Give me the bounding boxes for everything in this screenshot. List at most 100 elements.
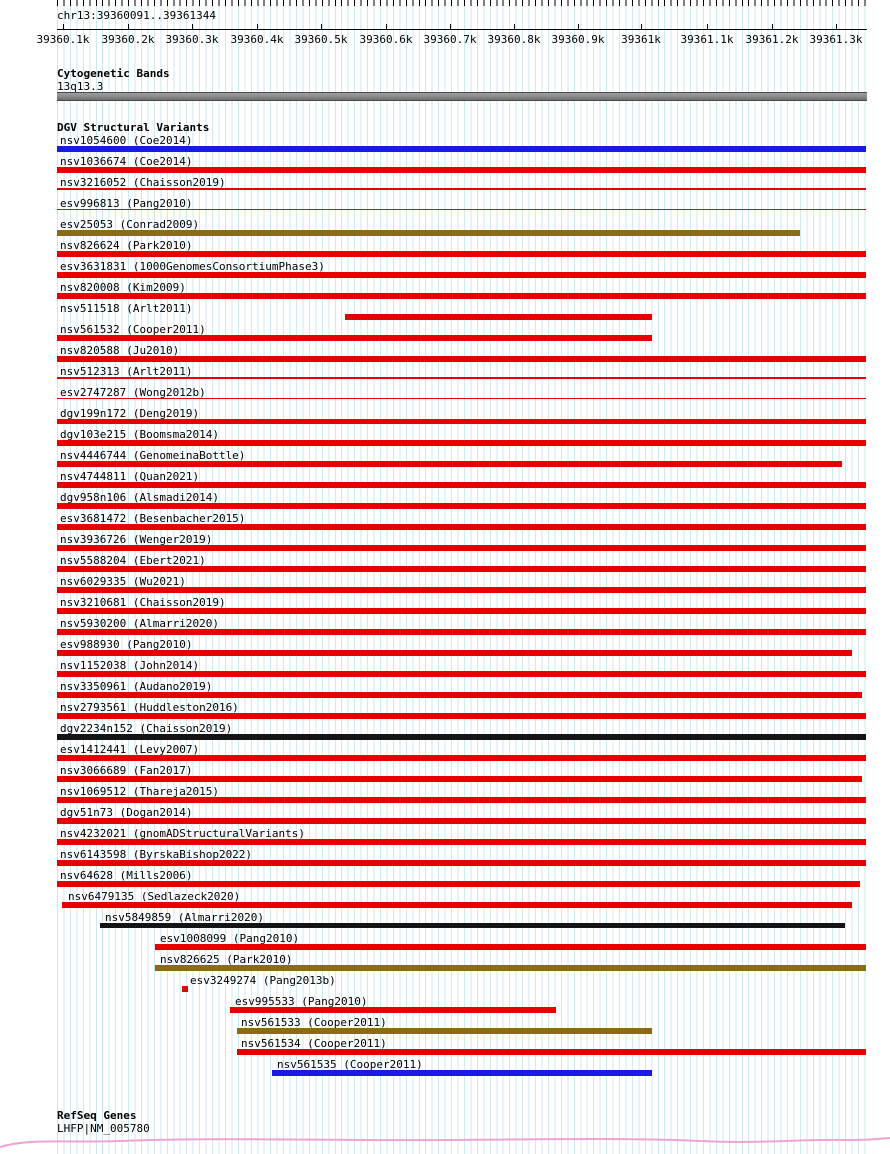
ruler-tick (772, 24, 773, 30)
variant-bar[interactable] (57, 503, 866, 509)
variant-bar[interactable] (57, 482, 866, 488)
variant-bar[interactable] (57, 545, 866, 551)
variant-bar[interactable] (57, 608, 866, 614)
variant-bar[interactable] (57, 272, 866, 278)
variant-track-row: esv25053 (Conrad2009) (0, 218, 890, 239)
variant-bar[interactable] (237, 1049, 866, 1055)
ruler-line[interactable] (57, 29, 867, 30)
variant-label: esv995533 (Pang2010) (235, 995, 368, 1008)
ruler-label: 39360.5k (294, 33, 348, 46)
variant-label: nsv561532 (Cooper2011) (60, 323, 206, 336)
variant-track-row: nsv5930200 (Almarri2020) (0, 617, 890, 638)
variant-bar[interactable] (57, 650, 852, 656)
variant-bar[interactable] (155, 944, 866, 950)
variant-bar[interactable] (57, 524, 866, 530)
variant-bar[interactable] (57, 629, 866, 635)
ruler-label: 39361.1k (680, 33, 734, 46)
ruler-label: 39360.7k (423, 33, 477, 46)
variant-track-row: esv2747287 (Wong2012b) (0, 386, 890, 407)
variant-track-row: nsv3066689 (Fan2017) (0, 764, 890, 785)
ruler-tick (321, 24, 322, 30)
ruler-tick (257, 24, 258, 30)
variant-bar[interactable] (62, 902, 852, 908)
variant-label: dgv199n172 (Deng2019) (60, 407, 200, 420)
variant-label: esv1008099 (Pang2010) (160, 932, 300, 945)
variant-bar[interactable] (57, 755, 866, 761)
variant-bar[interactable] (57, 713, 866, 719)
variant-bar[interactable] (57, 881, 860, 887)
ruler-tick (386, 24, 387, 30)
ruler-label: 39360.8k (487, 33, 541, 46)
variant-track-row: nsv3216052 (Chaisson2019) (0, 176, 890, 197)
variant-track-row: nsv511518 (Arlt2011) (0, 302, 890, 323)
variant-bar[interactable] (57, 776, 862, 782)
variant-bar[interactable] (57, 734, 866, 740)
variant-bar[interactable] (57, 188, 866, 190)
variant-bar[interactable] (57, 860, 866, 866)
ruler-tick (578, 24, 579, 30)
variant-bar[interactable] (57, 209, 866, 210)
variant-track-row: nsv820008 (Kim2009) (0, 281, 890, 302)
variant-track-row: esv995533 (Pang2010) (0, 995, 890, 1016)
variant-label: nsv6029335 (Wu2021) (60, 575, 186, 588)
variant-label: esv996813 (Pang2010) (60, 197, 193, 210)
variant-label: nsv820008 (Kim2009) (60, 281, 186, 294)
variant-bar[interactable] (57, 587, 866, 593)
variant-bar[interactable] (57, 818, 866, 824)
variant-bar[interactable] (272, 1070, 652, 1076)
variant-label: nsv5930200 (Almarri2020) (60, 617, 219, 630)
variant-bar[interactable] (57, 146, 866, 152)
ruler-label: 39360.9k (551, 33, 605, 46)
refseq-gene-glyph[interactable] (0, 1130, 890, 1154)
variant-bar[interactable] (155, 965, 866, 971)
variant-label: nsv820588 (Ju2010) (60, 344, 180, 357)
variant-track-row: dgv103e215 (Boomsma2014) (0, 428, 890, 449)
variant-track-row: nsv820588 (Ju2010) (0, 344, 890, 365)
top-ruler-ticks (57, 0, 867, 6)
variant-label: esv988930 (Pang2010) (60, 638, 193, 651)
variant-bar[interactable] (57, 398, 866, 399)
variant-track-row: dgv51n73 (Dogan2014) (0, 806, 890, 827)
variant-bar[interactable] (57, 839, 866, 845)
variant-label: nsv3066689 (Fan2017) (60, 764, 193, 777)
variant-track-row: nsv561532 (Cooper2011) (0, 323, 890, 344)
variant-label: nsv5588204 (Ebert2021) (60, 554, 206, 567)
variant-track-row: nsv512313 (Arlt2011) (0, 365, 890, 386)
variant-track-row: esv1008099 (Pang2010) (0, 932, 890, 953)
variant-label: esv3631831 (1000GenomesConsortiumPhase3) (60, 260, 325, 273)
variant-bar[interactable] (57, 692, 862, 698)
variant-bar[interactable] (57, 440, 866, 446)
variant-track-row: dgv958n106 (Alsmadi2014) (0, 491, 890, 512)
refseq-genes-title: RefSeq Genes (57, 1109, 137, 1122)
variant-bar[interactable] (345, 314, 652, 320)
variant-track-row: nsv2793561 (Huddleston2016) (0, 701, 890, 722)
variant-track-row: nsv3936726 (Wenger2019) (0, 533, 890, 554)
variant-bar[interactable] (182, 986, 188, 992)
variant-bar[interactable] (57, 419, 866, 424)
variant-label: nsv4446744 (GenomeinaBottle) (60, 449, 246, 462)
variant-bar[interactable] (57, 797, 866, 803)
variant-bar[interactable] (57, 293, 866, 299)
variant-label: nsv3210681 (Chaisson2019) (60, 596, 226, 609)
variant-bar[interactable] (100, 923, 845, 928)
variant-track-row: nsv64628 (Mills2006) (0, 869, 890, 890)
variant-track-row: nsv5849859 (Almarri2020) (0, 911, 890, 932)
cytoband-bar[interactable] (57, 92, 867, 101)
variant-bar[interactable] (57, 167, 866, 173)
variant-bar[interactable] (57, 671, 866, 677)
variant-bar[interactable] (57, 377, 866, 379)
variant-bar[interactable] (57, 566, 866, 572)
variant-bar[interactable] (57, 251, 866, 257)
variant-label: esv25053 (Conrad2009) (60, 218, 200, 231)
refseq-gene-label: LHFP|NM_005780 (57, 1122, 150, 1135)
variant-bar[interactable] (57, 335, 652, 341)
variant-bar[interactable] (57, 461, 842, 467)
variant-bar[interactable] (57, 356, 866, 362)
variant-track-row: nsv1054600 (Coe2014) (0, 134, 890, 155)
variant-bar[interactable] (57, 230, 800, 236)
variant-bar[interactable] (237, 1028, 652, 1034)
variant-bar[interactable] (230, 1007, 556, 1013)
ruler-tick (836, 24, 837, 30)
dgv-structural-variants-title: DGV Structural Variants (57, 121, 210, 134)
variant-label: esv3249274 (Pang2013b) (190, 974, 336, 987)
